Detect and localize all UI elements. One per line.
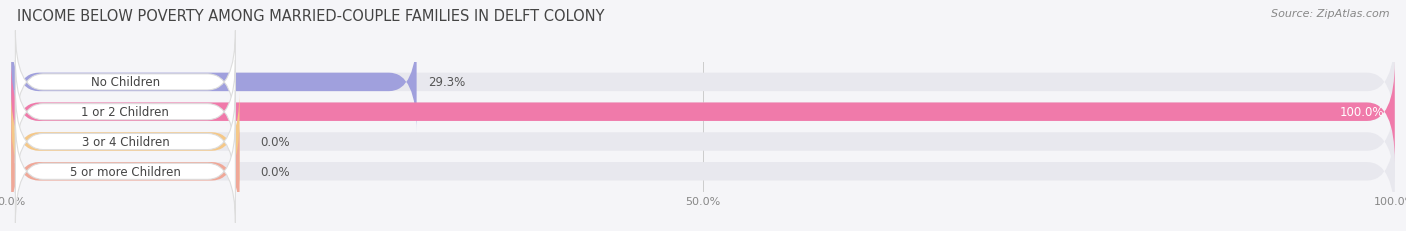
Text: 0.0%: 0.0%	[260, 165, 290, 178]
FancyBboxPatch shape	[11, 92, 239, 192]
Text: 3 or 4 Children: 3 or 4 Children	[82, 135, 169, 148]
Text: 29.3%: 29.3%	[427, 76, 465, 89]
FancyBboxPatch shape	[15, 120, 235, 223]
Text: 1 or 2 Children: 1 or 2 Children	[82, 106, 169, 119]
FancyBboxPatch shape	[11, 92, 1395, 192]
FancyBboxPatch shape	[15, 61, 235, 164]
FancyBboxPatch shape	[15, 31, 235, 134]
Text: Source: ZipAtlas.com: Source: ZipAtlas.com	[1271, 9, 1389, 19]
Text: 100.0%: 100.0%	[1339, 106, 1384, 119]
FancyBboxPatch shape	[11, 32, 416, 133]
FancyBboxPatch shape	[11, 122, 1395, 222]
FancyBboxPatch shape	[11, 122, 239, 222]
FancyBboxPatch shape	[11, 62, 1395, 162]
FancyBboxPatch shape	[15, 91, 235, 193]
FancyBboxPatch shape	[11, 62, 1395, 162]
FancyBboxPatch shape	[11, 32, 1395, 133]
Text: 5 or more Children: 5 or more Children	[70, 165, 181, 178]
Text: 0.0%: 0.0%	[260, 135, 290, 148]
Text: INCOME BELOW POVERTY AMONG MARRIED-COUPLE FAMILIES IN DELFT COLONY: INCOME BELOW POVERTY AMONG MARRIED-COUPL…	[17, 9, 605, 24]
Text: No Children: No Children	[91, 76, 160, 89]
